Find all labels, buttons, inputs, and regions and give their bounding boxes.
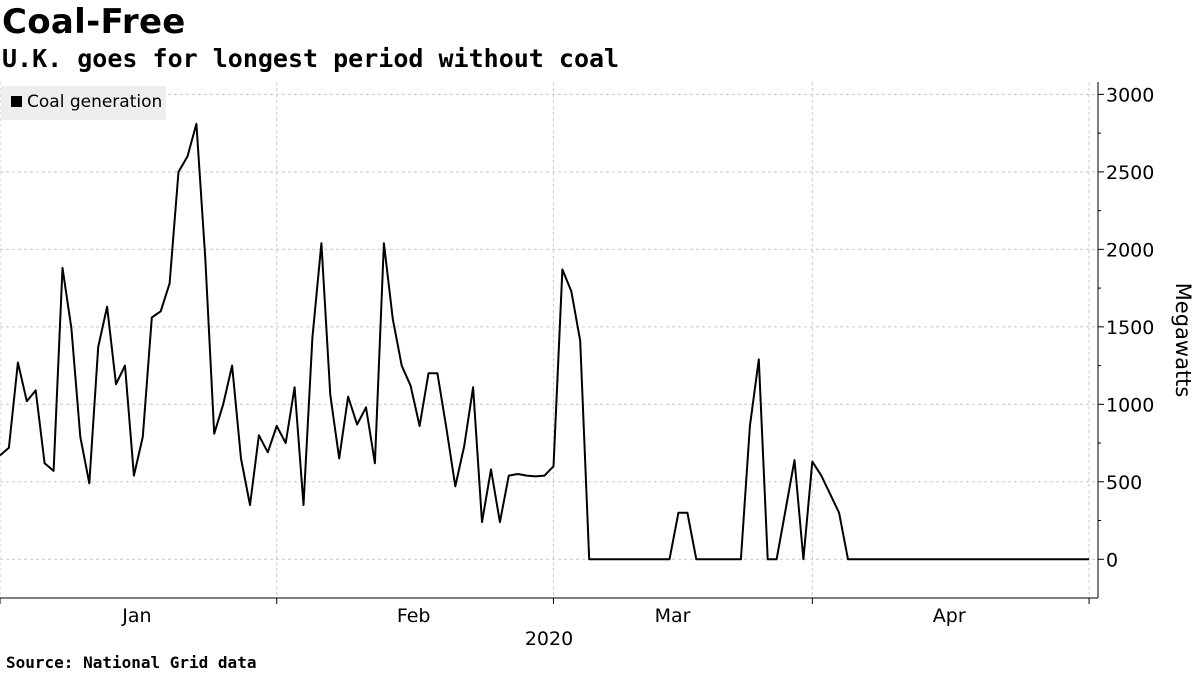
x-tick-label: Mar	[655, 605, 691, 627]
y-tick-label: 2500	[1106, 162, 1154, 184]
y-tick-label: 1000	[1106, 394, 1154, 416]
legend-label: Coal generation	[27, 92, 163, 112]
y-axis-label: Megawatts	[1171, 283, 1195, 398]
x-tick-label: Feb	[397, 605, 431, 627]
x-tick-label: Apr	[933, 605, 966, 627]
x-tick-label: Jan	[121, 605, 151, 627]
chart-title: Coal-Free	[2, 2, 186, 42]
tick-labels: 0 500 1000 1500 2000 2500 3000 Jan Feb Mar Apr	[121, 84, 1154, 627]
series-layer	[0, 122, 1090, 561]
gridlines	[0, 82, 1098, 598]
legend-swatch	[11, 96, 22, 107]
chart-subtitle: U.K. goes for longest period without coa…	[2, 44, 620, 73]
axes	[0, 82, 1104, 604]
y-tick-label: 500	[1106, 472, 1142, 494]
y-tick-label: 2000	[1106, 239, 1154, 261]
y-tick-label: 0	[1106, 549, 1118, 571]
source-note: Source: National Grid data	[6, 653, 257, 672]
legend	[1, 86, 166, 120]
y-tick-label: 1500	[1106, 317, 1154, 339]
y-tick-label: 3000	[1106, 84, 1154, 106]
series-line-coal-generation	[0, 122, 1090, 561]
x-axis-label: 2020	[525, 628, 573, 650]
